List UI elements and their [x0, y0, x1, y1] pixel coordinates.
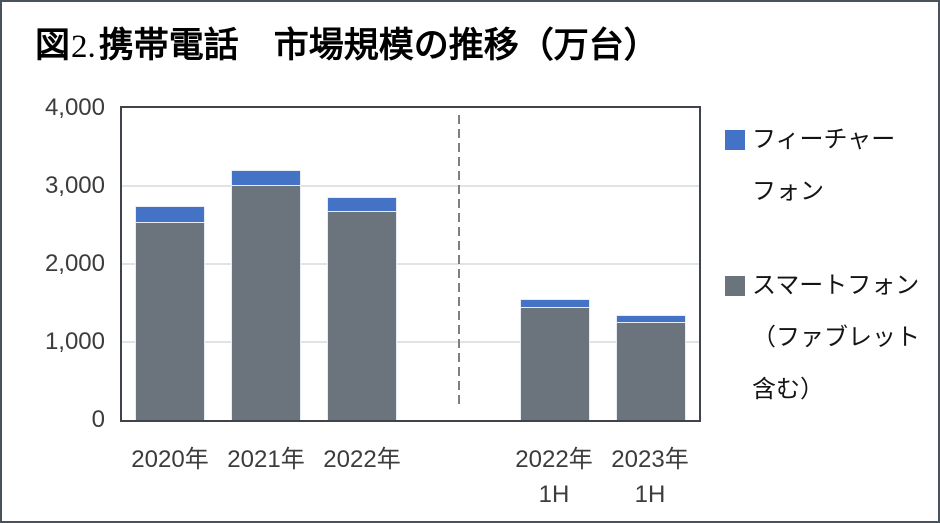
- x-tick-label: 2020年: [122, 442, 218, 512]
- legend-label-line: （ファブレット: [752, 324, 920, 351]
- bar-slot-2022年: [314, 108, 410, 420]
- bar-2021年: [231, 170, 302, 420]
- divider-slot: [411, 108, 507, 420]
- x-axis: 2020年 2021年 2022年 2022年 1H 2023年 1H: [122, 442, 698, 512]
- x-tick-line: 2022年: [515, 446, 593, 473]
- plot-area: [120, 106, 701, 422]
- title-fig-number: 2.: [71, 29, 96, 65]
- bar-segment-フィーチャーフォン: [135, 205, 206, 223]
- legend-swatch-smartphone: [725, 276, 745, 296]
- bar-slot-2022年 1H: [507, 108, 603, 420]
- bar-2022年: [327, 197, 398, 420]
- chart-title: 図2.携帯電話 市場規模の推移（万台）: [35, 24, 659, 69]
- x-tick-line: 1H: [538, 481, 570, 508]
- x-tick-label: 2022年: [314, 442, 410, 512]
- y-tick-label: 2,000: [44, 250, 105, 277]
- bar-slot-2021年: [218, 108, 314, 420]
- title-fig-label: 図: [35, 26, 71, 65]
- title-text: 携帯電話 市場規模の推移（万台）: [98, 26, 659, 65]
- legend-label-line: フィーチャー: [752, 126, 896, 153]
- legend-label-feature-phone: フィーチャー フォン: [752, 114, 895, 218]
- legend-label-line: フォン: [752, 178, 824, 205]
- bar-2023年 1H: [615, 315, 686, 420]
- y-axis: 4,000 3,000 2,000 1,000 0: [2, 94, 105, 433]
- bar-segment-スマートフォン（ファブレット含む）: [135, 222, 206, 420]
- bar-segment-フィーチャーフォン: [327, 197, 398, 212]
- bar-slot-2020年: [122, 108, 218, 420]
- legend-label-line: 含む）: [752, 376, 824, 403]
- x-tick-label: 2023年 1H: [602, 442, 698, 512]
- legend-swatch-feature-phone: [725, 130, 745, 150]
- period-divider-line: [457, 115, 460, 407]
- legend-label-line: スマートフォン: [752, 272, 920, 299]
- bar-segment-フィーチャーフォン: [231, 170, 302, 186]
- bar-segment-フィーチャーフォン: [615, 315, 686, 323]
- x-tick-label: 2022年 1H: [506, 442, 602, 512]
- legend-label-smartphone: スマートフォン （ファブレット 含む）: [752, 260, 920, 416]
- y-tick-label: 0: [91, 406, 105, 433]
- bar-2020年: [135, 205, 206, 420]
- gridline: [122, 341, 699, 343]
- plot-slots: [122, 108, 699, 420]
- x-tick-line: 2022年: [323, 446, 401, 473]
- bar-segment-スマートフォン（ファブレット含む）: [519, 308, 590, 420]
- legend-item-smartphone: スマートフォン （ファブレット 含む）: [725, 260, 920, 416]
- y-tick-label: 3,000: [44, 172, 105, 199]
- x-tick-empty: [410, 442, 506, 512]
- y-tick-label: 1,000: [44, 328, 105, 355]
- gridline: [122, 185, 699, 187]
- y-tick-label: 4,000: [44, 94, 105, 121]
- x-tick-line: 1H: [634, 481, 666, 508]
- legend-item-feature-phone: フィーチャー フォン: [725, 114, 895, 218]
- bar-segment-スマートフォン（ファブレット含む）: [615, 322, 686, 420]
- bar-2022年 1H: [519, 298, 590, 420]
- bar-segment-フィーチャーフォン: [519, 298, 590, 309]
- bar-segment-スマートフォン（ファブレット含む）: [327, 211, 398, 420]
- x-tick-label: 2021年: [218, 442, 314, 512]
- x-tick-line: 2021年: [227, 446, 305, 473]
- bar-slot-2023年 1H: [603, 108, 699, 420]
- x-tick-line: 2020年: [131, 446, 209, 473]
- x-tick-line: 2023年: [611, 446, 689, 473]
- bar-segment-スマートフォン（ファブレット含む）: [231, 186, 302, 420]
- gridline: [122, 263, 699, 265]
